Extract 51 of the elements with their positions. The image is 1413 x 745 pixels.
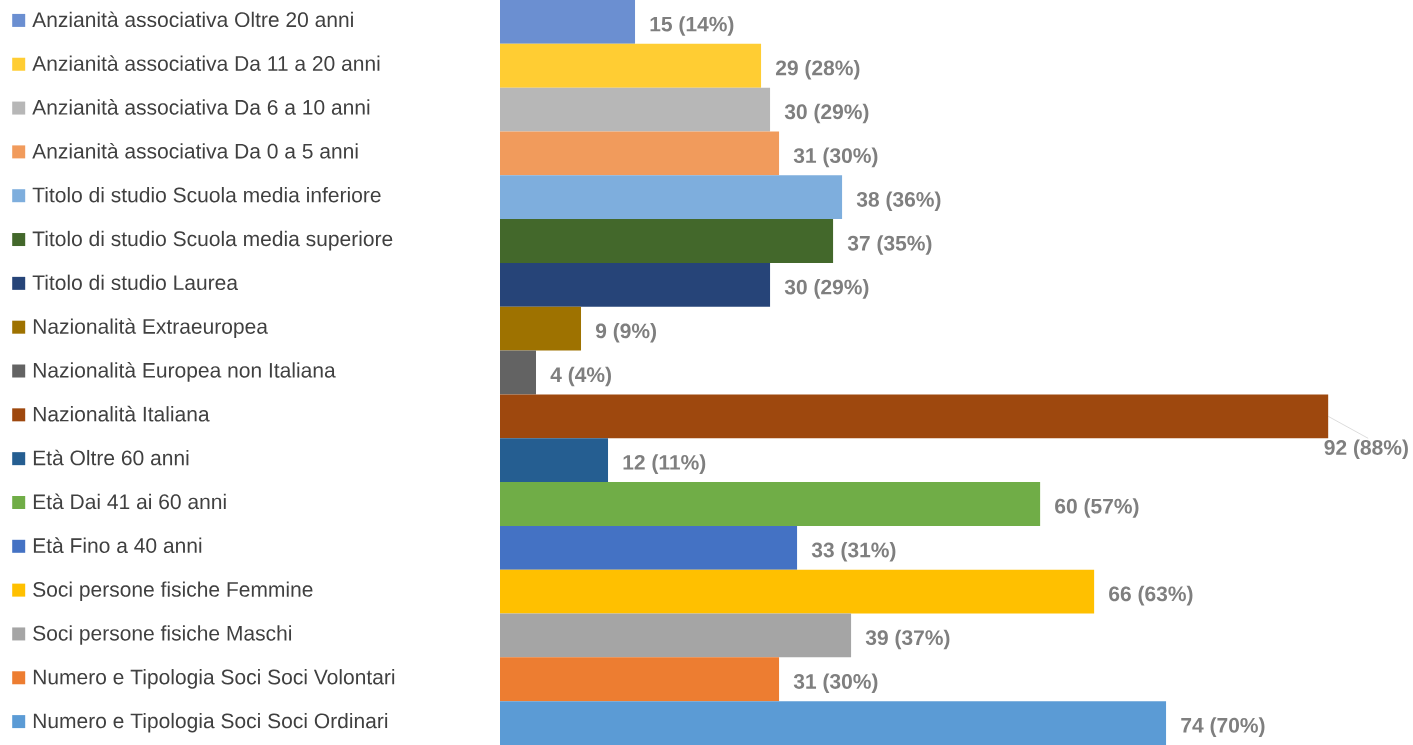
bar (500, 0, 636, 44)
y-tick-label: Soci persone fisiche Femmine (33, 581, 313, 601)
bar (500, 43, 762, 88)
y-tick-label: Età Oltre 60 anni (33, 449, 189, 466)
data-label: 92 (88%) (1324, 439, 1408, 460)
bar (500, 306, 582, 351)
bar (500, 482, 1041, 526)
y-tick-label: Numero e Tipologia Soci Soci Ordinari (33, 712, 388, 733)
bar (500, 131, 780, 176)
bar (500, 394, 1329, 439)
data-label: 30 (29%) (784, 103, 869, 124)
bar (500, 219, 834, 263)
bar (500, 569, 1095, 614)
data-label: 29 (28%) (775, 59, 860, 80)
data-label: 66 (63%) (1109, 585, 1193, 606)
data-label: 38 (36%) (856, 191, 941, 211)
bar (500, 350, 537, 395)
data-label: 60 (57%) (1055, 498, 1139, 518)
data-label: 15 (14%) (650, 16, 734, 36)
y-tick-label: Nazionalità Extraeuropea (33, 318, 268, 339)
data-label: 4 (4%) (550, 366, 611, 387)
bar (500, 262, 771, 307)
bar (500, 87, 771, 132)
y-tick-label: Età Dai 41 ai 60 anni (33, 493, 226, 510)
y-tick-label: Anzianità associativa Oltre 20 anni (32, 11, 353, 28)
y-tick-label: Anzianità associativa Da 6 a 10 anni (32, 99, 370, 115)
data-label: 12 (11%) (623, 454, 706, 474)
bar (500, 657, 780, 702)
y-tick-label: Titolo di studio Scuola media superiore (32, 230, 393, 251)
data-label: 33 (31%) (811, 542, 896, 562)
data-label: 31 (30%) (793, 147, 878, 168)
y-tick-label: Anzianità associativa Da 11 a 20 anni (32, 55, 380, 71)
bar (500, 438, 609, 483)
data-label: 39 (37%) (865, 629, 950, 650)
y-tick-label: Nazionalità Europea non Italiana (33, 362, 336, 382)
y-tick-label: Titolo di studio Laurea (32, 274, 238, 291)
data-label: 31 (30%) (793, 673, 878, 694)
bar (500, 613, 852, 658)
y-tick-label: Soci persone fisiche Maschi (33, 625, 292, 645)
data-label: 30 (29%) (784, 279, 869, 299)
y-tick-label: Nazionalità Italiana (33, 405, 210, 422)
y-tick-label: Titolo di studio Scuola media inferiore (32, 187, 381, 203)
data-label: 37 (35%) (847, 235, 932, 255)
y-tick-label: Età Fino a 40 anni (33, 537, 202, 554)
bar (500, 175, 843, 220)
bar (500, 701, 1167, 745)
y-tick-label: Anzianità associativa Da 0 a 5 anni (32, 142, 358, 159)
data-label: 9 (9%) (595, 322, 656, 343)
y-tick-label: Numero e Tipologia Soci Soci Volontari (33, 669, 395, 689)
bar (500, 525, 798, 570)
data-label: 74 (70%) (1181, 717, 1265, 737)
